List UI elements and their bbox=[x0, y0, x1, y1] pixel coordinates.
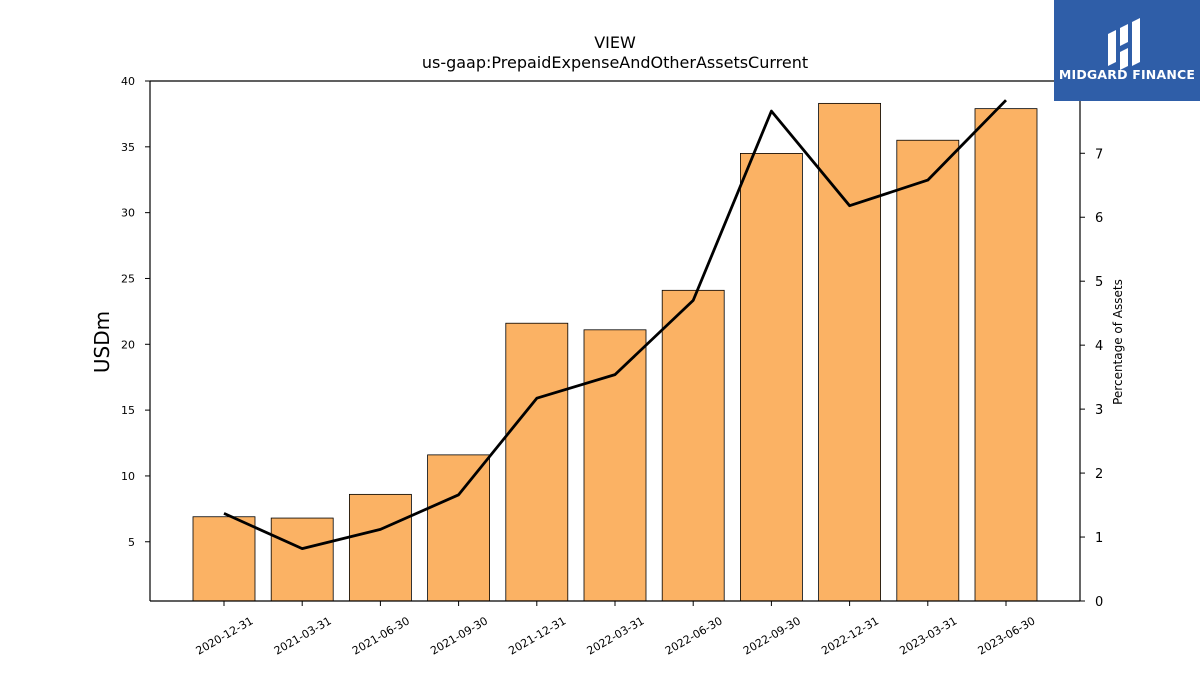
bar bbox=[740, 153, 803, 602]
line-series bbox=[223, 99, 1008, 550]
y2-tick-label: 5 bbox=[1095, 275, 1103, 290]
midgard-logo-icon bbox=[1108, 18, 1140, 70]
x-tick-label: 2022-09-30 bbox=[741, 614, 803, 657]
bar bbox=[270, 517, 334, 602]
x-tick-label: 2021-09-30 bbox=[428, 614, 490, 657]
bar bbox=[896, 139, 960, 602]
chart-title: VIEW bbox=[594, 33, 636, 52]
x-tick-label: 2022-06-30 bbox=[663, 614, 725, 657]
y-tick-label: 15 bbox=[121, 404, 135, 417]
bar bbox=[348, 493, 412, 602]
bar-series bbox=[192, 102, 1038, 602]
bar bbox=[583, 329, 647, 602]
x-tick-label: 2023-06-30 bbox=[976, 614, 1038, 657]
bar bbox=[192, 516, 256, 602]
x-tick-label: 2020-12-31 bbox=[194, 614, 256, 657]
bar bbox=[818, 102, 881, 602]
y2-tick-label: 4 bbox=[1095, 339, 1103, 354]
y2-axis-label: Percentage of Assets bbox=[1111, 279, 1125, 405]
y-tick-label: 25 bbox=[121, 272, 135, 285]
brand-name: MIDGARD FINANCE bbox=[1058, 67, 1196, 82]
y-tick-label: 5 bbox=[128, 536, 135, 549]
x-tick-label: 2021-12-31 bbox=[506, 614, 568, 657]
y-tick-label: 40 bbox=[121, 75, 135, 88]
brand-logo: MIDGARD FINANCE bbox=[1054, 0, 1200, 101]
x-tick-label: 2022-03-31 bbox=[585, 614, 647, 657]
x-tick-label: 2023-03-31 bbox=[897, 614, 959, 657]
bar bbox=[974, 108, 1038, 602]
bar bbox=[661, 289, 725, 602]
bar bbox=[427, 454, 491, 602]
y2-tick-label: 0 bbox=[1095, 595, 1103, 610]
y-tick-label: 10 bbox=[121, 470, 135, 483]
y2-tick-label: 6 bbox=[1095, 211, 1103, 226]
y-tick-label: 20 bbox=[121, 338, 135, 351]
y-tick-label: 35 bbox=[121, 141, 135, 154]
x-tick-label: 2022-12-31 bbox=[819, 614, 881, 657]
y-tick-label: 30 bbox=[121, 207, 135, 220]
y-axis-label: USDm bbox=[90, 311, 114, 373]
bar bbox=[505, 322, 569, 602]
chart-subtitle: us-gaap:PrepaidExpenseAndOtherAssetsCurr… bbox=[422, 53, 808, 72]
y2-tick-label: 3 bbox=[1095, 403, 1103, 418]
y2-tick-label: 2 bbox=[1095, 467, 1103, 482]
y2-tick-label: 1 bbox=[1095, 531, 1103, 546]
x-tick-label: 2021-03-31 bbox=[272, 614, 334, 657]
line-pct-assets bbox=[223, 99, 1008, 550]
x-tick-label: 2021-06-30 bbox=[350, 614, 412, 657]
y2-tick-label: 7 bbox=[1095, 147, 1103, 162]
